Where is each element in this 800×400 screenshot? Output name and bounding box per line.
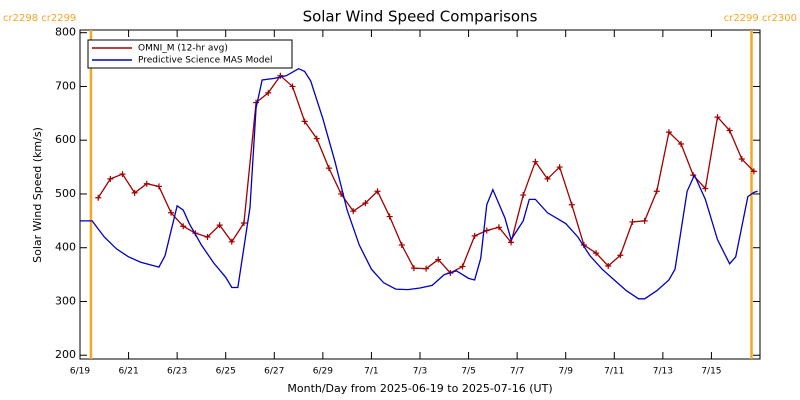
x-tick-label: 7/13 <box>653 367 673 377</box>
data-point <box>204 233 211 240</box>
data-point <box>605 262 612 269</box>
data-point <box>629 218 636 225</box>
x-tick-label: 7/3 <box>413 367 427 377</box>
data-point <box>216 222 223 229</box>
data-point <box>289 83 296 90</box>
x-tick-label: 7/15 <box>701 367 721 377</box>
data-point <box>313 135 320 142</box>
chart-title: Solar Wind Speed Comparisons <box>303 8 538 26</box>
data-point <box>544 175 551 182</box>
data-point <box>459 263 466 270</box>
data-point <box>386 213 393 220</box>
data-point <box>423 265 430 272</box>
data-point <box>435 256 442 263</box>
x-tick-label: 6/21 <box>118 367 138 377</box>
data-point <box>738 156 745 163</box>
data-point <box>325 165 332 172</box>
data-point <box>253 99 260 106</box>
data-point <box>617 252 624 259</box>
y-tick-label: 300 <box>55 294 76 307</box>
series-line <box>80 67 758 300</box>
data-point <box>410 265 417 272</box>
data-point <box>556 164 563 171</box>
data-point <box>228 238 235 245</box>
data-point <box>301 118 308 125</box>
data-point <box>168 209 175 216</box>
data-point <box>641 217 648 224</box>
x-tick-label: 7/1 <box>364 367 378 377</box>
data-point <box>483 227 490 234</box>
data-point <box>714 114 721 121</box>
x-tick-label: 7/9 <box>558 367 573 377</box>
y-tick-label: 500 <box>55 187 76 200</box>
data-point <box>750 168 757 175</box>
y-tick-label: 200 <box>55 348 76 361</box>
data-point <box>95 194 102 201</box>
carrington-label: cr2299 cr2300 <box>724 13 797 24</box>
data-point <box>131 189 138 196</box>
data-point <box>143 180 150 187</box>
legend-box <box>87 39 293 69</box>
x-tick-label: 7/11 <box>604 367 624 377</box>
data-point <box>568 201 575 208</box>
data-point <box>107 175 114 182</box>
data-point <box>665 129 672 136</box>
x-tick-label: 6/27 <box>264 367 284 377</box>
data-point <box>155 183 162 190</box>
x-tick-label: 6/29 <box>313 367 333 377</box>
data-point <box>119 171 126 178</box>
data-point <box>678 140 685 147</box>
data-point <box>265 89 272 96</box>
legend-label: OMNI_M (12-hr avg) <box>138 44 228 54</box>
data-point <box>374 188 381 195</box>
y-axis-label: Solar Wind Speed (km/s) <box>31 127 44 263</box>
y-tick-label: 600 <box>55 133 76 146</box>
data-point <box>362 200 369 207</box>
data-point <box>726 127 733 134</box>
data-point <box>532 158 539 165</box>
data-point <box>653 188 660 195</box>
data-point <box>180 223 187 230</box>
data-point <box>240 219 247 226</box>
legend: OMNI_M (12-hr avg) Predictive Science MAS… <box>87 39 293 69</box>
x-axis-label: Month/Day from 2025-06-19 to 2025-07-16 … <box>287 382 552 395</box>
y-tick-label: 700 <box>55 79 76 92</box>
x-tick-label: 7/5 <box>461 367 475 377</box>
y-tick-label: 800 <box>55 26 76 39</box>
x-tick-label: 6/25 <box>216 367 236 377</box>
data-point <box>398 242 405 249</box>
series-line <box>97 74 755 274</box>
data-point <box>593 250 600 257</box>
data-point <box>471 232 478 239</box>
data-point <box>350 208 357 215</box>
x-tick-label: 6/23 <box>167 367 187 377</box>
legend-label: Predictive Science MAS Model <box>138 56 273 66</box>
data-point <box>495 224 502 231</box>
x-tick-label: 7/7 <box>510 367 524 377</box>
data-point <box>520 192 527 199</box>
y-tick-label: 400 <box>55 241 76 254</box>
x-tick-label: 6/19 <box>70 367 90 377</box>
data-point <box>702 185 709 192</box>
plot-frame <box>79 29 761 360</box>
carrington-label: cr2298 cr2299 <box>3 13 76 24</box>
